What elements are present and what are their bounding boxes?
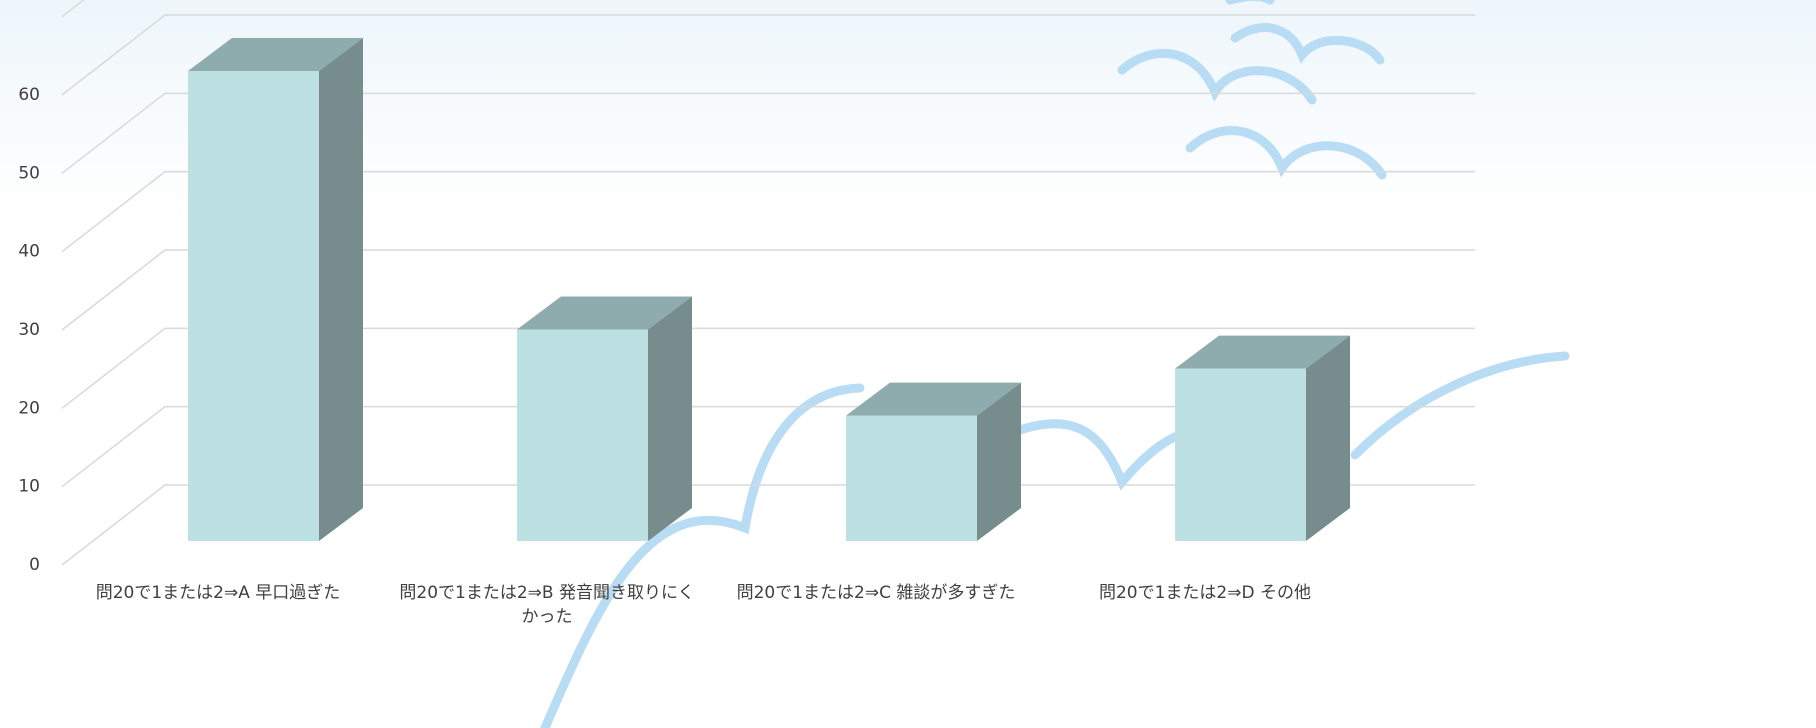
y-tick-label: 40 [18,242,40,262]
bar-side [648,296,692,541]
bar-front [846,415,977,541]
bar-front [1175,368,1306,541]
bar-side [319,38,363,541]
grid-line [61,405,1475,488]
decoration [540,0,1570,728]
y-tick-label: 10 [18,477,40,497]
bar-top [846,382,1021,416]
x-tick-label: 問20で1または2⇒C 雑談が多すぎた [736,583,1016,603]
x-tick-label: 問20で1または2⇒A 早口過ぎた [95,583,341,603]
bar-side [1306,335,1350,541]
bar-top [517,296,692,330]
bar-top [1175,335,1350,369]
y-tick-label: 30 [18,320,40,340]
grid-line [61,92,1475,174]
y-tick-label: 50 [18,163,40,183]
bar-side [977,382,1021,541]
y-tick-label: 60 [18,85,40,105]
x-tick-label: 問20で1または2⇒B 発音聞き取りにくかった [399,583,695,627]
bar-top [188,38,363,71]
wall-edge [61,0,85,18]
y-tick-label: 0 [29,555,40,575]
bar-front [188,71,319,541]
y-tick-label: 20 [18,398,40,418]
grid-line [61,249,1475,331]
grid-line [61,14,1475,96]
grid-line [61,170,1475,253]
grid-line [61,484,1475,566]
bar-front [517,329,648,541]
grid-line [61,327,1475,409]
x-tick-label: 問20で1または2⇒D その他 [1098,583,1311,603]
